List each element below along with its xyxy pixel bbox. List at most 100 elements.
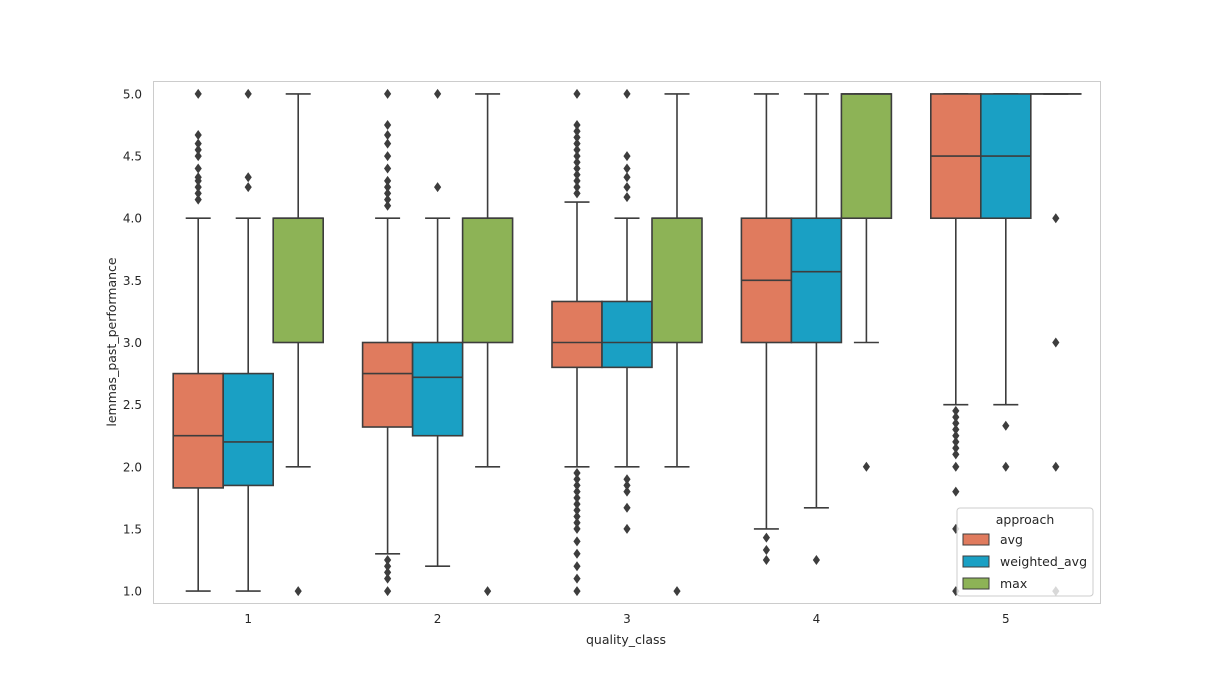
box-avg-5	[929, 93, 982, 597]
outlier-point	[762, 555, 770, 565]
outlier-point	[384, 182, 392, 193]
outlier-point	[623, 523, 631, 534]
outlier-point	[573, 523, 581, 534]
outlier-point	[573, 517, 581, 528]
outlier-point	[194, 172, 202, 183]
outlier-point	[623, 474, 631, 485]
outlier-point	[952, 436, 960, 447]
outlier-point	[573, 182, 581, 193]
outlier-point	[952, 486, 960, 497]
outlier-point	[573, 586, 581, 597]
outlier-point	[573, 505, 581, 516]
outlier-point	[384, 561, 392, 572]
outlier-point	[434, 182, 442, 193]
y-tick-label: 5.0	[123, 87, 142, 101]
outlier-point	[573, 561, 581, 572]
y-tick-labels: 1.0 1.5 2.0 2.5 3.0 3.5 4.0 4.5 5.0	[123, 87, 142, 598]
box-body	[840, 93, 893, 220]
outlier-point	[384, 175, 392, 186]
box-avg-1	[172, 88, 224, 592]
outlier-point	[573, 132, 581, 143]
outlier-point	[573, 144, 581, 155]
box-weighted_avg-5	[979, 93, 1032, 472]
x-tick-label: 3	[623, 612, 631, 626]
legend-title: approach	[996, 512, 1055, 527]
outlier-point	[1052, 213, 1060, 224]
y-tick-label: 1.0	[123, 585, 142, 599]
outlier-point	[573, 138, 581, 149]
outlier-point	[384, 188, 392, 199]
outlier-point	[952, 430, 960, 441]
outlier-point	[244, 88, 252, 99]
box-max-3	[651, 93, 703, 597]
outlier-point	[384, 120, 392, 130]
x-tick-label: 1	[244, 612, 252, 626]
outlier-point	[573, 151, 581, 162]
y-tick-label: 2.5	[123, 398, 142, 412]
outlier-point	[623, 480, 631, 491]
legend-swatch-weighted-avg	[962, 555, 990, 568]
legend-swatch-max	[962, 577, 990, 590]
outlier-point	[573, 573, 581, 584]
outlier-point	[673, 586, 681, 597]
outlier-point	[194, 194, 202, 205]
outlier-point	[384, 586, 392, 597]
box-body	[601, 300, 653, 369]
outlier-point	[623, 151, 631, 162]
x-tick-label: 5	[1002, 612, 1010, 626]
box-weighted_avg-1	[222, 88, 274, 592]
outlier-point	[952, 461, 960, 472]
outlier-point	[952, 424, 960, 435]
outlier-point	[384, 163, 392, 174]
y-tick-label: 4.5	[123, 150, 142, 164]
outlier-point	[573, 474, 581, 485]
x-tick-labels: 1 2 3 4 5	[244, 612, 1009, 626]
legend-label-weighted-avg: weighted_avg	[1000, 554, 1087, 569]
outlier-point	[384, 555, 392, 565]
box-body	[411, 341, 464, 437]
y-tick-label: 3.5	[123, 274, 142, 288]
outlier-point	[623, 88, 631, 99]
outlier-point	[384, 567, 392, 578]
outlier-point	[194, 144, 202, 155]
outlier-point	[623, 172, 631, 183]
outlier-point	[573, 536, 581, 547]
outlier-point	[952, 443, 960, 454]
outlier-point	[194, 129, 202, 140]
outlier-point	[952, 418, 960, 429]
outlier-point	[573, 499, 581, 510]
outlier-point	[384, 151, 392, 162]
box-max-2	[461, 93, 514, 597]
boxes-layer	[172, 88, 1082, 597]
box-body	[222, 372, 274, 487]
outlier-point	[1052, 461, 1060, 472]
outlier-point	[952, 586, 960, 597]
legend-label-max: max	[1000, 576, 1027, 591]
outlier-point	[194, 88, 202, 99]
y-tick-label: 4.0	[123, 212, 142, 226]
outlier-point	[194, 188, 202, 199]
box-avg-2	[361, 88, 414, 597]
legend-label-avg: avg	[1000, 532, 1023, 547]
x-axis-label: quality_class	[586, 632, 666, 647]
outlier-point	[573, 169, 581, 180]
outlier-point	[294, 586, 302, 597]
outlier-point	[573, 486, 581, 497]
outlier-point	[573, 163, 581, 174]
legend: approach avg weighted_avg max	[956, 507, 1094, 597]
box-body	[651, 217, 703, 344]
outlier-point	[384, 200, 392, 211]
outlier-point	[573, 511, 581, 522]
outlier-point	[434, 88, 442, 99]
outlier-point	[384, 88, 392, 99]
outlier-point	[573, 88, 581, 99]
outlier-point	[623, 486, 631, 497]
y-tick-label: 2.0	[123, 460, 142, 474]
outlier-point	[194, 138, 202, 149]
outlier-point	[623, 182, 631, 193]
outlier-point	[1002, 461, 1010, 472]
outlier-point	[623, 192, 631, 203]
y-axis-label: lemmas_past_performance	[104, 257, 119, 427]
box-body	[551, 300, 603, 369]
